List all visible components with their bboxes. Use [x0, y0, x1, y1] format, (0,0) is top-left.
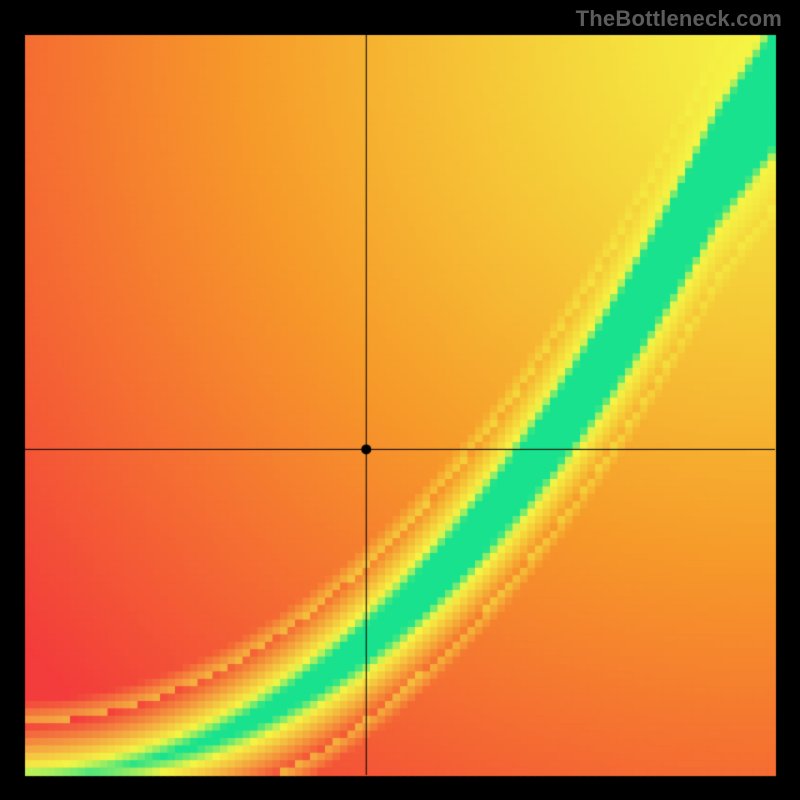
bottleneck-heatmap-canvas: [0, 0, 800, 800]
chart-stage: TheBottleneck.com: [0, 0, 800, 800]
watermark-text: TheBottleneck.com: [576, 6, 782, 32]
